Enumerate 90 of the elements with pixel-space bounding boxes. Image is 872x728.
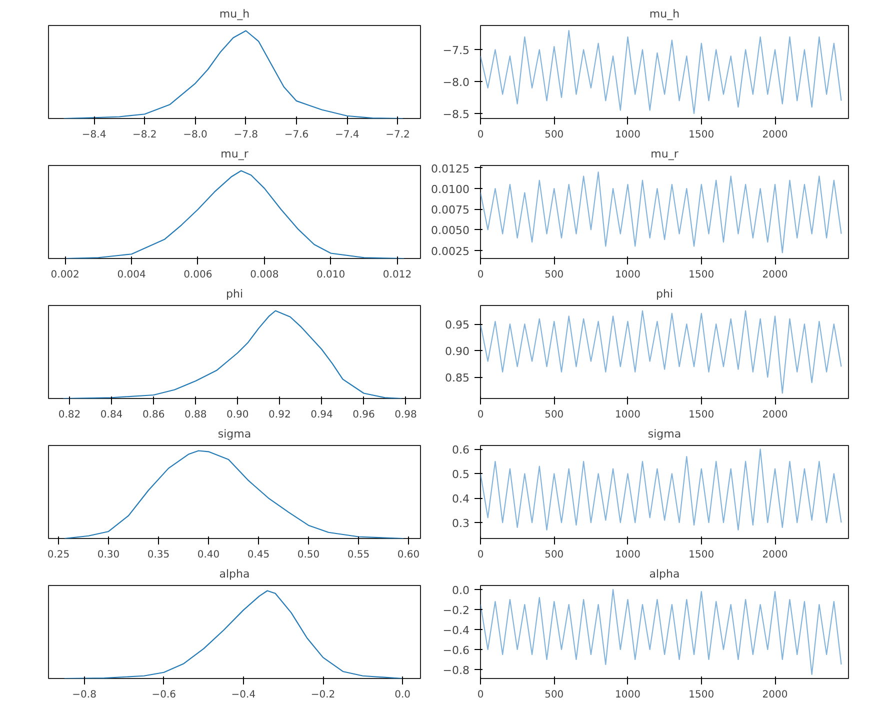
y-tick-label: −0.6 (442, 644, 470, 657)
x-tick-label: 1500 (688, 130, 714, 140)
y-tick-label: −8.0 (442, 76, 470, 90)
y-tick-label: 0.0025 (431, 244, 470, 258)
x-tick-label: 0.25 (47, 550, 70, 560)
x-tick-label: 0.96 (352, 410, 375, 420)
x-tick-label: 0.004 (117, 270, 146, 280)
x-tick-label: 0 (477, 130, 484, 140)
x-tick-label: 500 (544, 410, 564, 420)
y-tick-label: 0.0050 (431, 224, 470, 238)
x-tick-label: 0.002 (50, 270, 80, 280)
chart-title: alpha (649, 568, 680, 580)
y-tick-label: 0.0125 (431, 162, 470, 176)
x-tick-label: 2000 (762, 410, 788, 420)
x-tick-label: 1000 (615, 690, 640, 700)
y-tick-label: 0.5 (452, 468, 470, 482)
y-tick-label: −0.4 (442, 624, 470, 637)
x-tick-label: 1000 (615, 130, 640, 140)
x-tick-label: 0.006 (184, 270, 212, 280)
x-tick-label: −0.4 (231, 690, 256, 700)
y-tick-label: 0.0075 (431, 204, 470, 217)
x-tick-label: 1500 (688, 550, 714, 560)
x-tick-label: 500 (544, 690, 564, 700)
x-tick-label: 2000 (762, 690, 788, 700)
x-tick-label: 0.45 (247, 550, 270, 560)
x-tick-label: 0.90 (226, 410, 249, 420)
x-tick-label: 0.86 (142, 410, 165, 420)
x-tick-label: 1000 (615, 410, 640, 420)
y-tick-label: 0.85 (445, 372, 470, 385)
x-tick-label: 500 (544, 270, 564, 280)
x-tick-label: 2000 (762, 550, 788, 560)
y-tick-label: 0.6 (452, 444, 470, 457)
x-tick-label: 0.94 (310, 410, 333, 420)
x-tick-label: 0 (477, 410, 484, 420)
x-tick-label: 0.35 (147, 550, 170, 560)
y-tick-label: −0.8 (442, 664, 470, 677)
x-tick-label: −8.4 (82, 130, 106, 140)
x-tick-label: 500 (544, 130, 564, 140)
x-tick-label: 0 (477, 270, 484, 280)
x-tick-label: 0.55 (347, 550, 370, 560)
x-tick-label: −7.2 (386, 130, 410, 140)
y-tick-label: −8.5 (442, 108, 470, 121)
x-tick-label: 500 (544, 550, 564, 560)
x-tick-label: 1500 (688, 690, 714, 700)
x-tick-label: 0.82 (58, 410, 81, 420)
x-tick-label: −7.8 (234, 130, 258, 140)
x-tick-label: 2000 (762, 130, 788, 140)
x-tick-label: 0.012 (382, 270, 412, 280)
chart-title: mu_r (650, 148, 679, 160)
x-tick-label: −0.2 (310, 690, 336, 700)
x-tick-label: 0.92 (268, 410, 291, 420)
x-tick-label: 1500 (688, 270, 714, 280)
x-tick-label: −8.0 (183, 130, 208, 140)
x-tick-label: 2000 (762, 270, 788, 280)
chart-title: mu_r (220, 148, 249, 160)
x-tick-label: 1500 (688, 410, 714, 420)
y-tick-label: 0.0 (452, 584, 470, 597)
x-tick-label: −0.6 (152, 690, 176, 700)
x-tick-label: 0.30 (97, 550, 120, 560)
chart-title: phi (226, 288, 244, 300)
x-tick-label: 0 (477, 550, 484, 560)
x-tick-label: 0.0 (394, 690, 411, 700)
x-tick-label: 0.84 (100, 410, 123, 420)
x-tick-label: 0.98 (394, 410, 417, 420)
x-tick-label: −8.2 (132, 130, 157, 140)
x-tick-label: −7.4 (334, 130, 360, 140)
y-tick-label: −0.2 (442, 604, 470, 617)
chart-title: phi (656, 288, 674, 300)
chart-title: mu_h (649, 8, 680, 20)
chart-title: sigma (218, 428, 252, 440)
chart-title: sigma (648, 428, 682, 440)
y-tick-label: 0.0100 (431, 183, 470, 196)
y-tick-label: 0.95 (445, 318, 470, 332)
y-tick-label: 0.4 (452, 492, 470, 506)
x-tick-label: 0.60 (397, 550, 420, 560)
x-tick-label: 0 (477, 690, 484, 700)
y-tick-label: 0.90 (445, 345, 470, 358)
x-tick-label: −0.8 (72, 690, 96, 700)
x-tick-label: 0.008 (250, 270, 279, 280)
x-tick-label: 0.88 (184, 410, 207, 420)
chart-title: alpha (219, 568, 250, 580)
y-tick-label: 0.3 (452, 517, 470, 530)
x-tick-label: 1000 (615, 270, 640, 280)
chart-title: mu_h (219, 8, 250, 20)
x-tick-label: 0.40 (197, 550, 220, 560)
x-tick-label: −7.6 (284, 130, 309, 140)
y-tick-label: −7.5 (442, 44, 470, 58)
x-tick-label: 0.010 (316, 270, 346, 280)
x-tick-label: 0.50 (297, 550, 320, 560)
x-tick-label: 1000 (615, 550, 640, 560)
